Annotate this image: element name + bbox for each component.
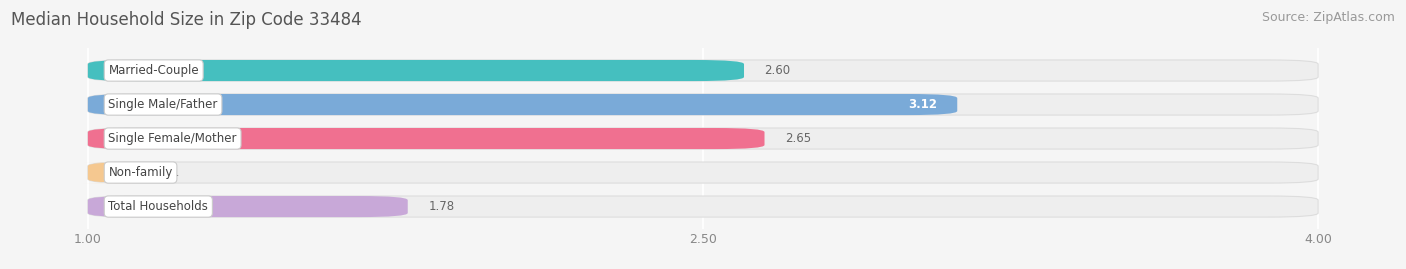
Text: Single Female/Mother: Single Female/Mother xyxy=(108,132,236,145)
Text: 1.78: 1.78 xyxy=(429,200,454,213)
FancyBboxPatch shape xyxy=(87,196,408,217)
FancyBboxPatch shape xyxy=(87,128,765,149)
Text: Married-Couple: Married-Couple xyxy=(108,64,200,77)
FancyBboxPatch shape xyxy=(87,196,1319,217)
Text: Median Household Size in Zip Code 33484: Median Household Size in Zip Code 33484 xyxy=(11,11,361,29)
Text: Single Male/Father: Single Male/Father xyxy=(108,98,218,111)
Text: 1.11: 1.11 xyxy=(153,166,180,179)
Text: 2.65: 2.65 xyxy=(785,132,811,145)
Text: 3.12: 3.12 xyxy=(908,98,936,111)
FancyBboxPatch shape xyxy=(87,94,957,115)
FancyBboxPatch shape xyxy=(87,128,1319,149)
FancyBboxPatch shape xyxy=(84,162,138,183)
FancyBboxPatch shape xyxy=(87,60,744,81)
FancyBboxPatch shape xyxy=(87,60,1319,81)
FancyBboxPatch shape xyxy=(87,94,1319,115)
FancyBboxPatch shape xyxy=(87,162,1319,183)
Text: Source: ZipAtlas.com: Source: ZipAtlas.com xyxy=(1261,11,1395,24)
Text: 2.60: 2.60 xyxy=(765,64,790,77)
Text: Non-family: Non-family xyxy=(108,166,173,179)
Text: Total Households: Total Households xyxy=(108,200,208,213)
